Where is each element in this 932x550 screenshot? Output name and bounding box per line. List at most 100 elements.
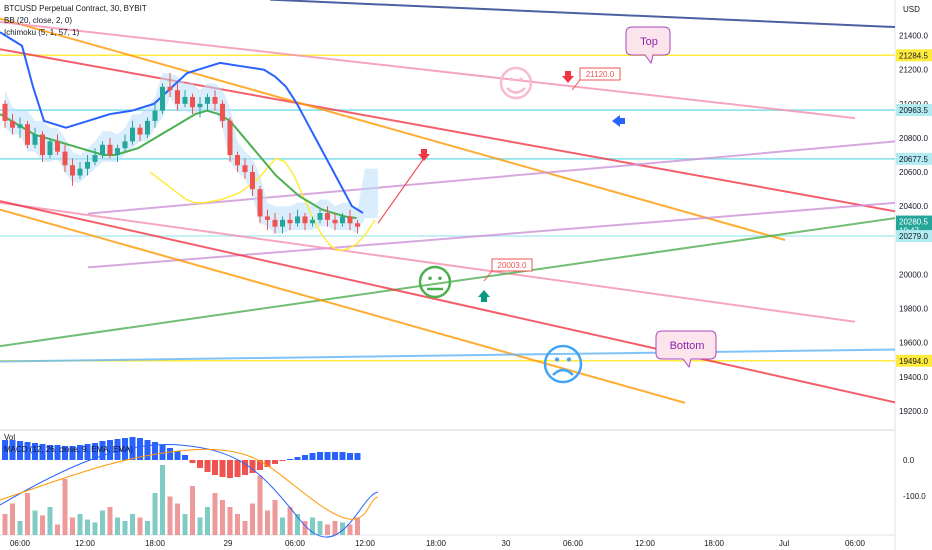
volume-bar (168, 497, 173, 536)
top-callout-label: Top (640, 36, 658, 48)
candle-body (138, 128, 143, 135)
smiley-face-icon-eye (519, 77, 523, 81)
candle-body (108, 145, 113, 155)
candle-body (183, 97, 188, 104)
volume-bar (333, 521, 338, 535)
volume-bar (288, 507, 293, 535)
time-tick-label: 18:00 (145, 539, 166, 548)
time-tick-label: 06:00 (845, 539, 866, 548)
candle-body (40, 135, 45, 155)
volume-bar (108, 507, 113, 535)
time-tick-label: 12:00 (75, 539, 96, 548)
price-note-20003: 20003.0 (492, 259, 532, 271)
candle-body (303, 216, 308, 223)
macd-histogram-bar (295, 457, 301, 460)
macd-histogram-bar (340, 452, 346, 460)
macd-histogram-bar (332, 452, 338, 460)
price-label-20677.5: 20677.5 (896, 153, 932, 165)
legend-vol: Vol (4, 433, 15, 443)
macd-histogram-bar (190, 460, 196, 463)
volume-bar (10, 504, 15, 536)
legend-bb: BB (20, close, 2, 0) (4, 16, 72, 26)
neutral-face-icon-eye (438, 276, 442, 280)
price-label-text: 20280.5 (899, 218, 928, 227)
candle-body (100, 145, 105, 155)
macd-histogram-bar (175, 451, 181, 460)
price-tick-label: 21400.0 (899, 32, 928, 41)
price-tick-label: 20800.0 (899, 134, 928, 143)
candle-body (3, 104, 8, 121)
candle-body (175, 90, 180, 104)
price-tick-label: 21200.0 (899, 66, 928, 75)
volume-bar (258, 476, 263, 536)
macd-histogram-bar (355, 453, 361, 460)
candle-body (243, 165, 248, 172)
sad-face-icon-eye (567, 357, 571, 361)
price-tick-label: 19600.0 (899, 339, 928, 348)
candle-body (273, 220, 278, 227)
price-label-text: 21284.5 (899, 51, 928, 60)
legend-macd: MACD (12, 26, close, 9, EMA, EMA) (4, 445, 133, 455)
candle-body (85, 162, 90, 169)
macd-histogram-bar (212, 460, 218, 475)
volume-bar (3, 514, 8, 535)
candle-body (153, 111, 158, 121)
volume-bar (280, 518, 285, 536)
candle-body (318, 213, 323, 220)
candle-body (310, 220, 315, 223)
volume-bar (250, 504, 255, 536)
candle-body (250, 172, 255, 189)
volume-bar (138, 518, 143, 536)
candle-body (205, 97, 210, 104)
macd-histogram-bar (197, 460, 203, 468)
candle-body (123, 141, 128, 148)
volume-bar (190, 486, 195, 535)
bottom-callout-label: Bottom (670, 340, 705, 352)
candle-body (198, 104, 203, 107)
time-tick-label: Jul (779, 539, 789, 548)
time-tick-label: 12:00 (635, 539, 656, 548)
candle-body (295, 216, 300, 223)
macd-histogram-bar (325, 452, 331, 460)
volume-bar (153, 493, 158, 535)
price-label-19494.0: 19494.0 (896, 355, 932, 367)
macd-histogram-bar (205, 460, 211, 472)
time-tick-label: 18:00 (704, 539, 725, 548)
price-label-text: 19494.0 (899, 357, 928, 366)
price-note-21120-label: 21120.0 (586, 70, 615, 79)
volume-bar (25, 493, 30, 535)
candle-body (145, 121, 150, 135)
volume-bar (175, 504, 180, 536)
volume-bar (160, 465, 165, 535)
volume-bar (205, 507, 210, 535)
candle-body (78, 169, 83, 176)
volume-bar (100, 511, 105, 536)
price-tick-label: 20400.0 (899, 202, 928, 211)
candle-body (265, 216, 270, 219)
volume-bar (265, 511, 270, 536)
volume-bar (70, 518, 75, 536)
candle-body (213, 97, 218, 104)
candle-body (340, 216, 345, 223)
volume-bar (325, 525, 330, 536)
candle-body (93, 155, 98, 162)
macd-histogram-bar (182, 455, 188, 460)
volume-bar (55, 525, 60, 536)
smiley-face-icon-eye (509, 77, 513, 81)
macd-histogram-bar (227, 460, 233, 478)
time-tick-label: 06:00 (10, 539, 31, 548)
candle-body (55, 141, 60, 151)
macd-histogram-bar (235, 460, 241, 477)
macd-histogram-bar (347, 453, 353, 460)
candle-body (168, 87, 173, 90)
volume-bar (115, 518, 120, 536)
volume-bar (130, 514, 135, 535)
candle-body (160, 87, 165, 111)
candle-body (258, 189, 263, 216)
candle-body (355, 223, 360, 226)
volume-bar (318, 521, 323, 535)
macd-histogram-bar (302, 455, 308, 460)
price-tick-label: 20000.0 (899, 270, 928, 279)
price-note-21120: 21120.0 (580, 68, 620, 80)
